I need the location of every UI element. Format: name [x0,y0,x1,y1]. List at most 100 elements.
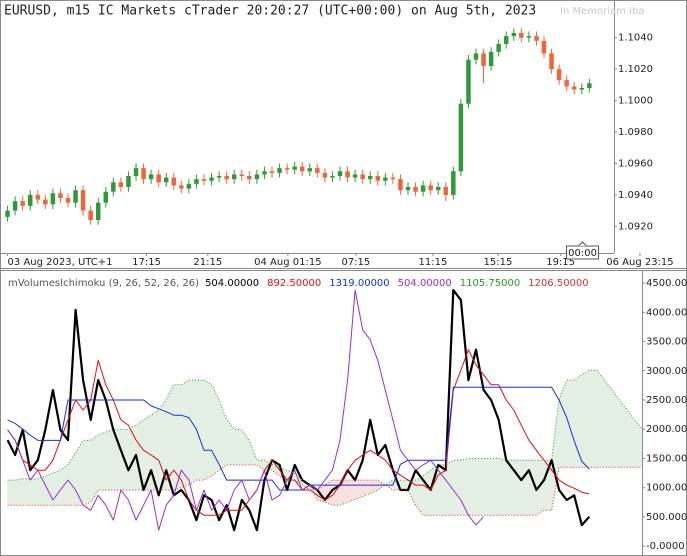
candle-body [519,33,524,38]
price-plot [5,28,592,225]
candle-body [50,193,56,205]
candle-body [526,36,532,38]
candle-body [126,176,131,187]
candle-body [390,177,396,180]
candle-body [488,51,494,66]
indicator-title: mVolumesIchimoku (9, 26, 52, 26, 26) [8,278,199,289]
y-tick-label: 1.0960 [618,158,653,169]
candle-body [231,174,237,180]
candle-body [247,176,252,180]
indicator-line [6,289,591,532]
candle-body [201,179,207,181]
candle-body [337,171,343,176]
cloud-segment [513,459,522,516]
candle-body [496,44,501,52]
x-tick-label: 07:15 [341,257,370,268]
cloud-segment [422,469,431,516]
candle-body [405,187,411,191]
time-marker-label: 00:00 [568,248,597,259]
candle-body [156,174,161,183]
x-tick-label: 04 Aug 01:15 [254,257,321,268]
candle-body [435,187,441,191]
candle-body [352,174,358,178]
cloud-segment [97,431,107,491]
candle-body [27,194,33,206]
cloud-segment [634,419,642,468]
candle-body [262,171,267,175]
y-tick-label: 4000.0000 [646,307,687,318]
cloud-segment [521,459,530,516]
y-tick-label: -0.0000 [646,541,685,552]
indicator-line [7,289,484,531]
candle-body [80,190,86,211]
cloud-segment [37,475,46,506]
candle-body [367,176,373,180]
y-tick-label: 1.1040 [618,33,653,44]
y-tick-label: 1.0940 [618,190,653,201]
candle-body [216,176,222,178]
candle-body [171,177,177,186]
candle-body [473,53,479,60]
x-tick-label: 11:15 [419,257,448,268]
candle-body [451,171,456,195]
candle-body [579,88,585,90]
candle-body [284,168,290,170]
x-tick-label: 21:15 [193,257,222,268]
legend-value: 1105.75000 [460,278,520,289]
y-tick-label: 3000.0000 [646,366,687,377]
candle-body [534,36,539,41]
candle-body [65,198,71,203]
legend-value: 1206.50000 [528,278,588,289]
cloud-segment [233,428,243,466]
candle-body [549,53,554,70]
candle-body [277,168,282,173]
cloud-segment [188,379,197,486]
candle-body [239,174,245,176]
cloud-segment [362,479,371,497]
candle-body [428,185,433,191]
candle-body [466,59,471,104]
cloud-segment [354,479,363,500]
candle-body [224,176,229,180]
y-tick-label: 1.0980 [618,127,653,138]
candle-body [58,193,63,198]
candle-body [194,179,199,184]
candle-body [503,36,509,44]
cloud-segment [90,434,99,504]
x-tick-label: 15:15 [483,257,512,268]
cloud-segment [52,469,61,506]
candle-body [12,201,18,211]
candle-body [43,199,48,205]
legend-value: 504.00000 [398,278,452,289]
y-tick-label: 3500.0000 [646,337,687,348]
cloud-segment [332,479,341,506]
candle-body [254,174,260,180]
cloud-segment [196,379,205,481]
cloud-segment [29,478,39,506]
candle-body [209,177,214,181]
cloud-segment [619,399,628,468]
cloud-segment [347,479,356,503]
x-tick-label: 06 Aug 23:15 [606,257,673,268]
candle-body [375,176,381,181]
candle-body [133,168,139,176]
cloud-segment [475,458,484,516]
candle-body [360,174,365,180]
candle-body [20,201,25,206]
candle-body [95,202,101,220]
cloud-segment [105,428,114,491]
candle-body [315,168,320,173]
cloud-segment [453,459,462,516]
indicator-line [7,386,590,491]
candle-body [511,33,517,37]
candle-body [35,194,41,200]
cloud-segment [82,439,91,506]
y-tick-label: 1.1000 [618,96,653,107]
cloud-segment [75,440,84,506]
cloud-segment [45,472,54,506]
candle-body [398,179,403,191]
candle-body [269,171,275,173]
x-tick-label: 17:15 [132,257,161,268]
